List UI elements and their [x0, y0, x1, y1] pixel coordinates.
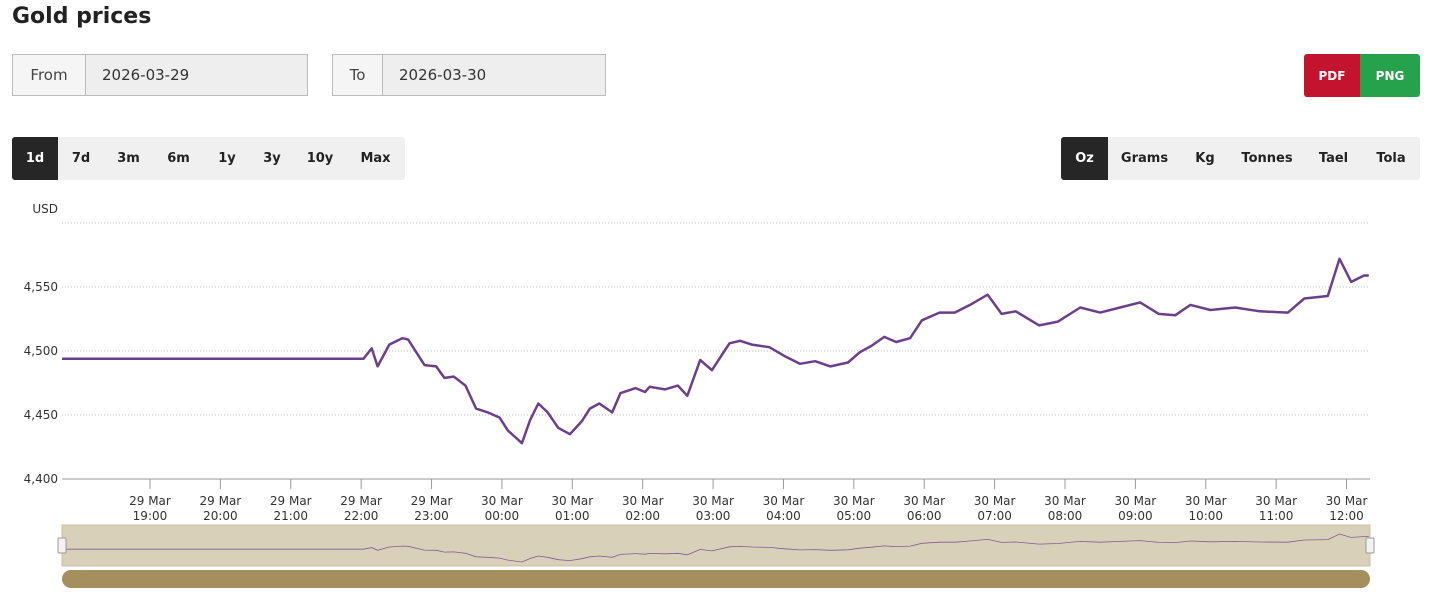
x-tick-label: 12:00: [1329, 509, 1364, 523]
x-tick-label: 06:00: [907, 509, 942, 523]
from-value[interactable]: 2026-03-29: [102, 66, 190, 84]
x-tick-label: 29 Mar: [270, 494, 312, 508]
navigator-handle: [1365, 537, 1375, 554]
unit-bar: Oz Grams Kg Tonnes Tael Tola: [1061, 137, 1420, 180]
x-tick-label: 30 Mar: [1326, 494, 1368, 508]
page-title: Gold prices: [12, 4, 152, 29]
x-tick-label: 30 Mar: [551, 494, 593, 508]
x-tick-label: 01:00: [555, 509, 590, 523]
option-button[interactable]: 1y: [218, 151, 236, 166]
option-button[interactable]: 10y: [306, 151, 334, 166]
x-tick-label: 03:00: [696, 509, 731, 523]
x-tick-label: 30 Mar: [763, 494, 805, 508]
x-tick-label: 22:00: [344, 509, 379, 523]
x-tick-label: 30 Mar: [622, 494, 664, 508]
x-tick-label: 23:00: [414, 509, 449, 523]
x-tick-label: 07:00: [977, 509, 1012, 523]
x-tick-label: 29 Mar: [340, 494, 382, 508]
navigator-line: [62, 533, 1369, 563]
to-field[interactable]: To 2026-03-30: [332, 54, 606, 96]
x-tick-label: 30 Mar: [903, 494, 945, 508]
y-tick-label: 4,550: [24, 280, 58, 294]
to-label: To: [333, 55, 383, 95]
x-tick-label: 30 Mar: [1185, 494, 1227, 508]
x-tick-label: 10:00: [1188, 509, 1223, 523]
x-tick-label: 30 Mar: [692, 494, 734, 508]
x-tick-label: 29 Mar: [129, 494, 171, 508]
x-tick-label: 02:00: [625, 509, 660, 523]
x-tick-label: 29 Mar: [411, 494, 453, 508]
x-tick-label: 19:00: [133, 509, 168, 523]
option-button[interactable]: 7d: [71, 151, 91, 166]
y-axis-label: USD: [32, 202, 58, 216]
y-tick-label: 4,400: [24, 472, 58, 486]
range-bar: 1d 7d 3m 6m 1y 3y 10y Max: [12, 137, 405, 180]
option-button[interactable]: Max: [360, 151, 391, 166]
option-button[interactable]: Oz: [1061, 137, 1108, 180]
option-button[interactable]: 3m: [117, 151, 140, 166]
from-label: From: [13, 55, 86, 95]
option-button[interactable]: Tael: [1318, 151, 1349, 166]
x-tick-label: 30 Mar: [974, 494, 1016, 508]
y-tick-label: 4,450: [24, 408, 58, 422]
x-tick-label: 30 Mar: [1115, 494, 1157, 508]
from-field[interactable]: From 2026-03-29: [12, 54, 308, 96]
x-tick-label: 04:00: [766, 509, 801, 523]
png-button[interactable]: PNG: [1360, 54, 1420, 97]
x-tick-label: 11:00: [1259, 509, 1294, 523]
navigator: [61, 524, 1371, 567]
navigator-handle: [57, 537, 67, 554]
x-tick-label: 30 Mar: [1044, 494, 1086, 508]
x-tick-label: 00:00: [485, 509, 520, 523]
option-button[interactable]: Kg: [1195, 151, 1215, 166]
option-button[interactable]: Tonnes: [1241, 151, 1293, 166]
to-value[interactable]: 2026-03-30: [399, 66, 487, 84]
x-tick-label: 30 Mar: [1255, 494, 1297, 508]
x-tick-label: 08:00: [1048, 509, 1083, 523]
x-tick-label: 21:00: [273, 509, 308, 523]
x-tick-label: 05:00: [837, 509, 872, 523]
scrollbar: [62, 570, 1370, 588]
option-button[interactable]: Tola: [1376, 151, 1406, 166]
pdf-button[interactable]: PDF: [1304, 54, 1360, 97]
x-tick-label: 09:00: [1118, 509, 1153, 523]
y-tick-label: 4,500: [24, 344, 58, 358]
x-tick-label: 20:00: [203, 509, 238, 523]
x-tick-label: 29 Mar: [200, 494, 242, 508]
option-button[interactable]: 1d: [12, 137, 58, 180]
option-button[interactable]: Grams: [1120, 151, 1169, 166]
x-tick-label: 30 Mar: [833, 494, 875, 508]
price-line: [62, 257, 1369, 445]
option-button[interactable]: 3y: [263, 151, 281, 166]
option-button[interactable]: 6m: [167, 151, 190, 166]
x-tick-label: 30 Mar: [481, 494, 523, 508]
